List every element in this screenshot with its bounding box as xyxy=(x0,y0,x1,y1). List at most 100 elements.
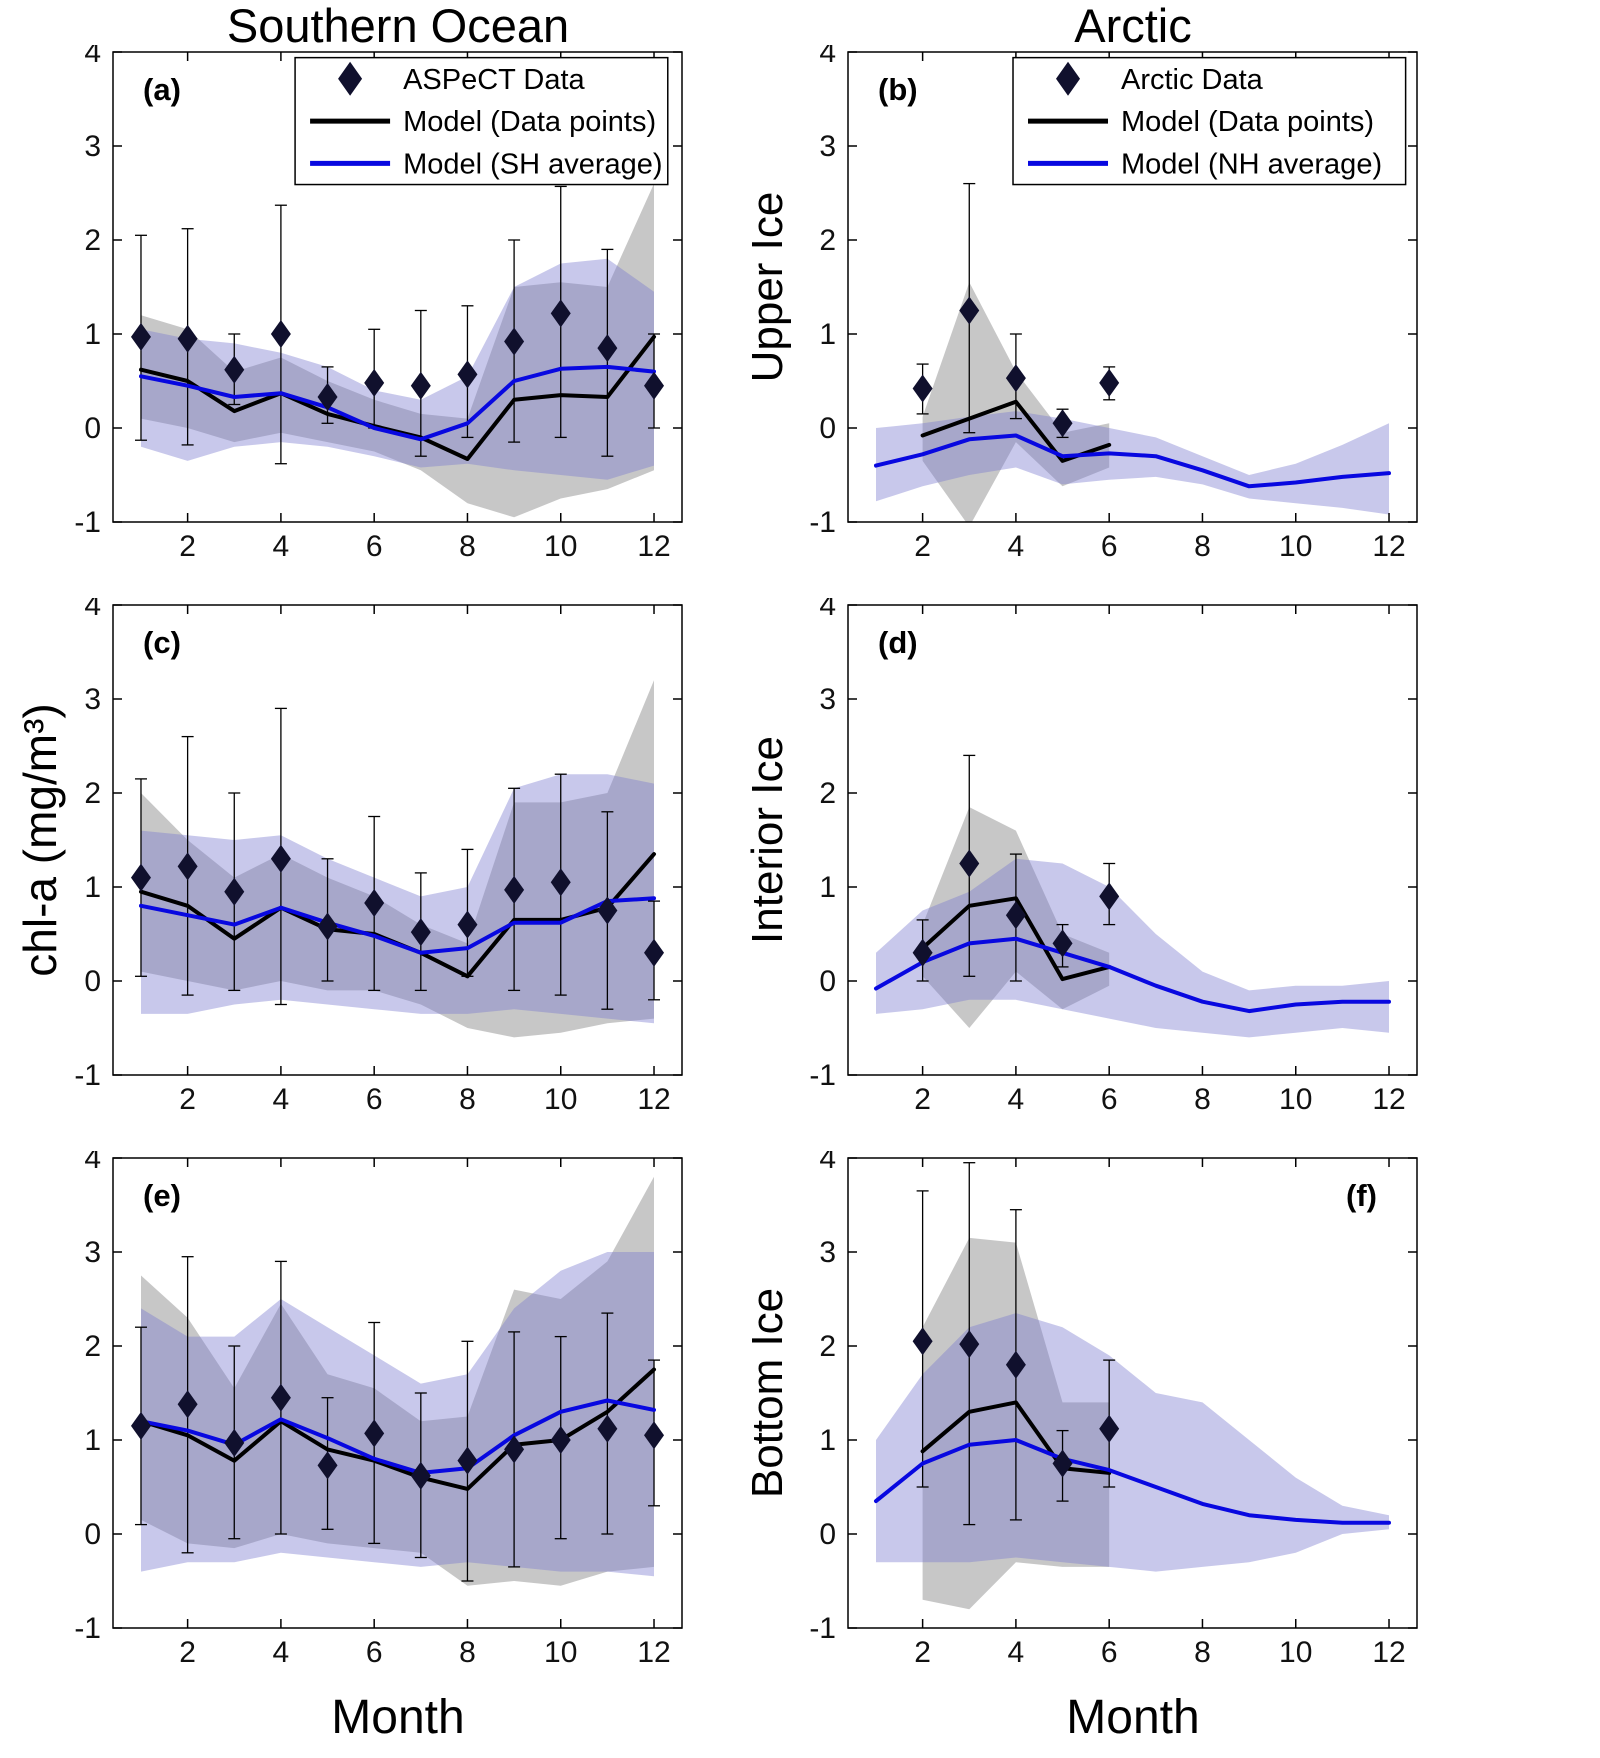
legend-label: Model (SH average) xyxy=(403,148,662,180)
observation-diamond xyxy=(410,1461,431,1490)
x-tick-label: 4 xyxy=(1008,1636,1025,1669)
observation-diamond xyxy=(130,863,151,892)
y-tick-label: 1 xyxy=(819,871,836,904)
observation-diamond xyxy=(504,327,525,356)
model-average-line xyxy=(874,1438,1391,1525)
x-tick-label: 2 xyxy=(914,1636,931,1669)
column-title-arctic: Arctic xyxy=(1074,0,1192,52)
observation-diamond xyxy=(270,320,291,348)
x-tick-label: 4 xyxy=(273,1083,290,1116)
observation-diamond xyxy=(912,374,933,403)
x-tick-label: 8 xyxy=(1194,530,1211,563)
panel-letter: (a) xyxy=(143,72,181,107)
observation-diamond xyxy=(644,938,665,967)
axes-box xyxy=(112,1157,683,1629)
y-tick-label: 2 xyxy=(84,224,101,257)
observation-diamond xyxy=(1052,409,1073,438)
panel-letter: (e) xyxy=(143,1178,181,1213)
y-tick-label: 3 xyxy=(819,130,836,163)
y-tick-label: 2 xyxy=(819,224,836,257)
observation-diamond xyxy=(410,918,431,947)
observation-diamond xyxy=(912,1327,933,1356)
y-tick-label: 2 xyxy=(84,1330,101,1363)
observation-diamond xyxy=(177,1390,198,1419)
y-tick-label: 0 xyxy=(819,412,836,445)
x-tick-label: 12 xyxy=(637,1636,670,1669)
x-tick-label: 8 xyxy=(1194,1636,1211,1669)
y-tick-label: 0 xyxy=(84,1518,101,1551)
x-axis-label-right: Month xyxy=(1066,1691,1200,1744)
observation-diamond xyxy=(317,382,338,411)
plot-area xyxy=(130,183,665,518)
x-tick-label: 4 xyxy=(273,530,290,563)
observation-diamond xyxy=(457,910,478,939)
y-tick-label: -1 xyxy=(74,1612,101,1645)
y-tick-label: 0 xyxy=(819,1518,836,1551)
observation-diamond xyxy=(959,849,980,878)
x-tick-label: 6 xyxy=(1101,1083,1118,1116)
x-tick-label: 4 xyxy=(1008,1083,1025,1116)
x-tick-label: 12 xyxy=(1372,1083,1405,1116)
observation-diamond xyxy=(1005,1350,1026,1379)
hemisphere-average-band xyxy=(876,858,1389,1038)
observation-diamond xyxy=(270,1383,291,1412)
legend: ASPeCT Data Model (Data points) Model (SH … xyxy=(294,56,669,186)
observation-diamond xyxy=(504,875,525,904)
x-tick-label: 6 xyxy=(366,1636,383,1669)
observation-diamond xyxy=(457,1446,478,1475)
y-tick-label: 0 xyxy=(819,965,836,998)
observation-diamond xyxy=(912,938,933,967)
y-tick-label: 3 xyxy=(819,683,836,716)
y-tick-label: 4 xyxy=(819,598,836,622)
observation-diamond xyxy=(550,868,571,897)
model-range-band xyxy=(141,183,654,518)
y-tick-label: 3 xyxy=(819,1236,836,1269)
y-tick-label: -1 xyxy=(809,1612,836,1645)
legend-diamond-marker xyxy=(1056,61,1081,96)
model-average-line xyxy=(874,433,1391,489)
observation-diamond xyxy=(1005,901,1026,930)
model-range-band xyxy=(141,1176,654,1586)
x-tick-label: 10 xyxy=(1279,1083,1312,1116)
model-data-points-line xyxy=(139,1367,656,1491)
observation-diamond xyxy=(177,324,198,353)
model-data-points-line xyxy=(920,896,1112,982)
observation-diamond xyxy=(504,1435,525,1464)
x-tick-label: 4 xyxy=(1008,530,1025,563)
x-tick-label: 8 xyxy=(459,1083,476,1116)
observation-diamond xyxy=(130,322,151,351)
model-average-line xyxy=(139,364,656,442)
x-tick-label: 6 xyxy=(366,1083,383,1116)
hemisphere-average-band xyxy=(141,258,654,480)
observation-diamond xyxy=(1005,364,1026,393)
plot-area xyxy=(130,680,665,1038)
x-tick-label: 10 xyxy=(544,1083,577,1116)
model-data-points-line xyxy=(920,1400,1112,1475)
model-average-line xyxy=(874,936,1391,1014)
observation-diamond xyxy=(364,368,385,397)
x-tick-label: 2 xyxy=(179,530,196,563)
legend-label: Model (Data points) xyxy=(403,106,656,138)
model-range-band xyxy=(141,680,654,1038)
column-title-southern-ocean: Southern Ocean xyxy=(226,0,570,52)
x-tick-label: 6 xyxy=(1101,1636,1118,1669)
x-tick-label: 10 xyxy=(544,1636,577,1669)
observation-diamond xyxy=(317,912,338,941)
y-tick-label: 2 xyxy=(84,777,101,810)
y-tick-label: 0 xyxy=(84,965,101,998)
y-tick-label: 4 xyxy=(84,598,101,622)
axes-box xyxy=(847,51,1418,523)
x-tick-label: 8 xyxy=(1194,1083,1211,1116)
observation-diamond xyxy=(177,852,198,881)
observation-diamond xyxy=(1099,368,1120,397)
y-tick-label: 1 xyxy=(84,871,101,904)
legend-label: Model (NH average) xyxy=(1121,148,1382,180)
observation-diamond xyxy=(1099,1414,1120,1443)
observation-diamond xyxy=(410,371,431,400)
plot-area xyxy=(874,754,1391,1038)
x-tick-label: 10 xyxy=(544,530,577,563)
model-average-line xyxy=(139,896,656,955)
observation-diamond xyxy=(364,888,385,917)
